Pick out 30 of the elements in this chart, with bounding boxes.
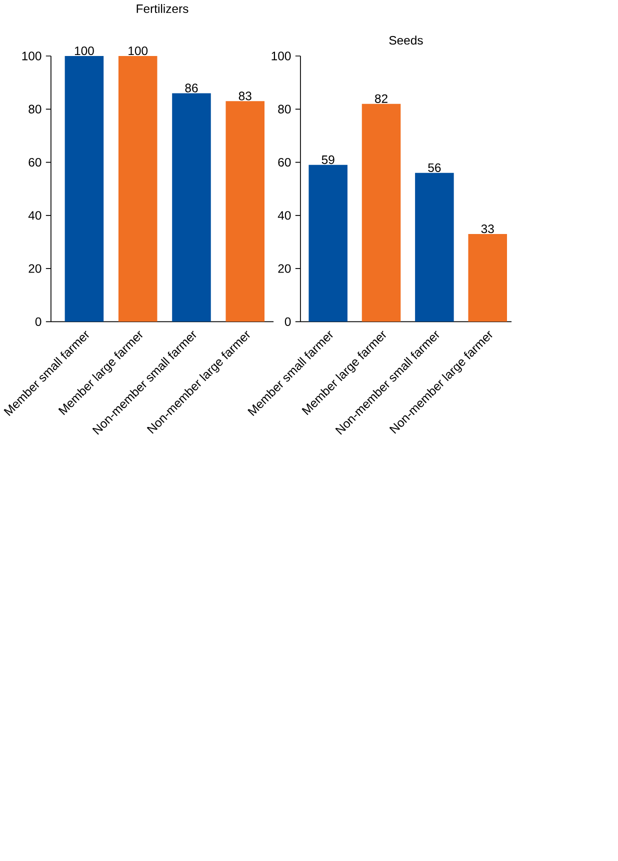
data-label: 100 bbox=[128, 46, 148, 56]
bar bbox=[226, 101, 264, 322]
y-tick-label: 40 bbox=[28, 211, 42, 220]
y-tick-label: 20 bbox=[278, 264, 291, 273]
bar bbox=[64, 56, 104, 322]
chart-title: Seeds bbox=[389, 36, 423, 45]
y-tick-label: 60 bbox=[278, 158, 291, 167]
bar bbox=[362, 104, 401, 322]
y-tick-label: 80 bbox=[28, 104, 42, 114]
bar bbox=[468, 234, 507, 322]
bar bbox=[308, 164, 348, 322]
y-tick-label: 60 bbox=[28, 158, 42, 167]
data-label: 86 bbox=[185, 84, 198, 92]
y-tick-label: 0 bbox=[35, 317, 42, 326]
bar bbox=[172, 93, 211, 322]
data-label: 83 bbox=[238, 92, 252, 100]
bar bbox=[414, 172, 454, 322]
data-label: 59 bbox=[322, 155, 334, 164]
data-label: 56 bbox=[428, 163, 441, 172]
y-tick-label: 80 bbox=[278, 104, 291, 114]
data-label: 33 bbox=[481, 224, 494, 234]
data-label: 82 bbox=[374, 94, 388, 103]
data-label: 100 bbox=[74, 46, 94, 56]
chart-title: Fertilizers bbox=[136, 4, 188, 14]
y-tick-label: 20 bbox=[28, 264, 42, 273]
y-tick-label: 100 bbox=[22, 52, 42, 60]
bar bbox=[118, 56, 158, 322]
y-tick-label: 0 bbox=[284, 317, 291, 326]
y-tick-label: 40 bbox=[278, 211, 291, 220]
y-tick-label: 100 bbox=[272, 52, 291, 60]
